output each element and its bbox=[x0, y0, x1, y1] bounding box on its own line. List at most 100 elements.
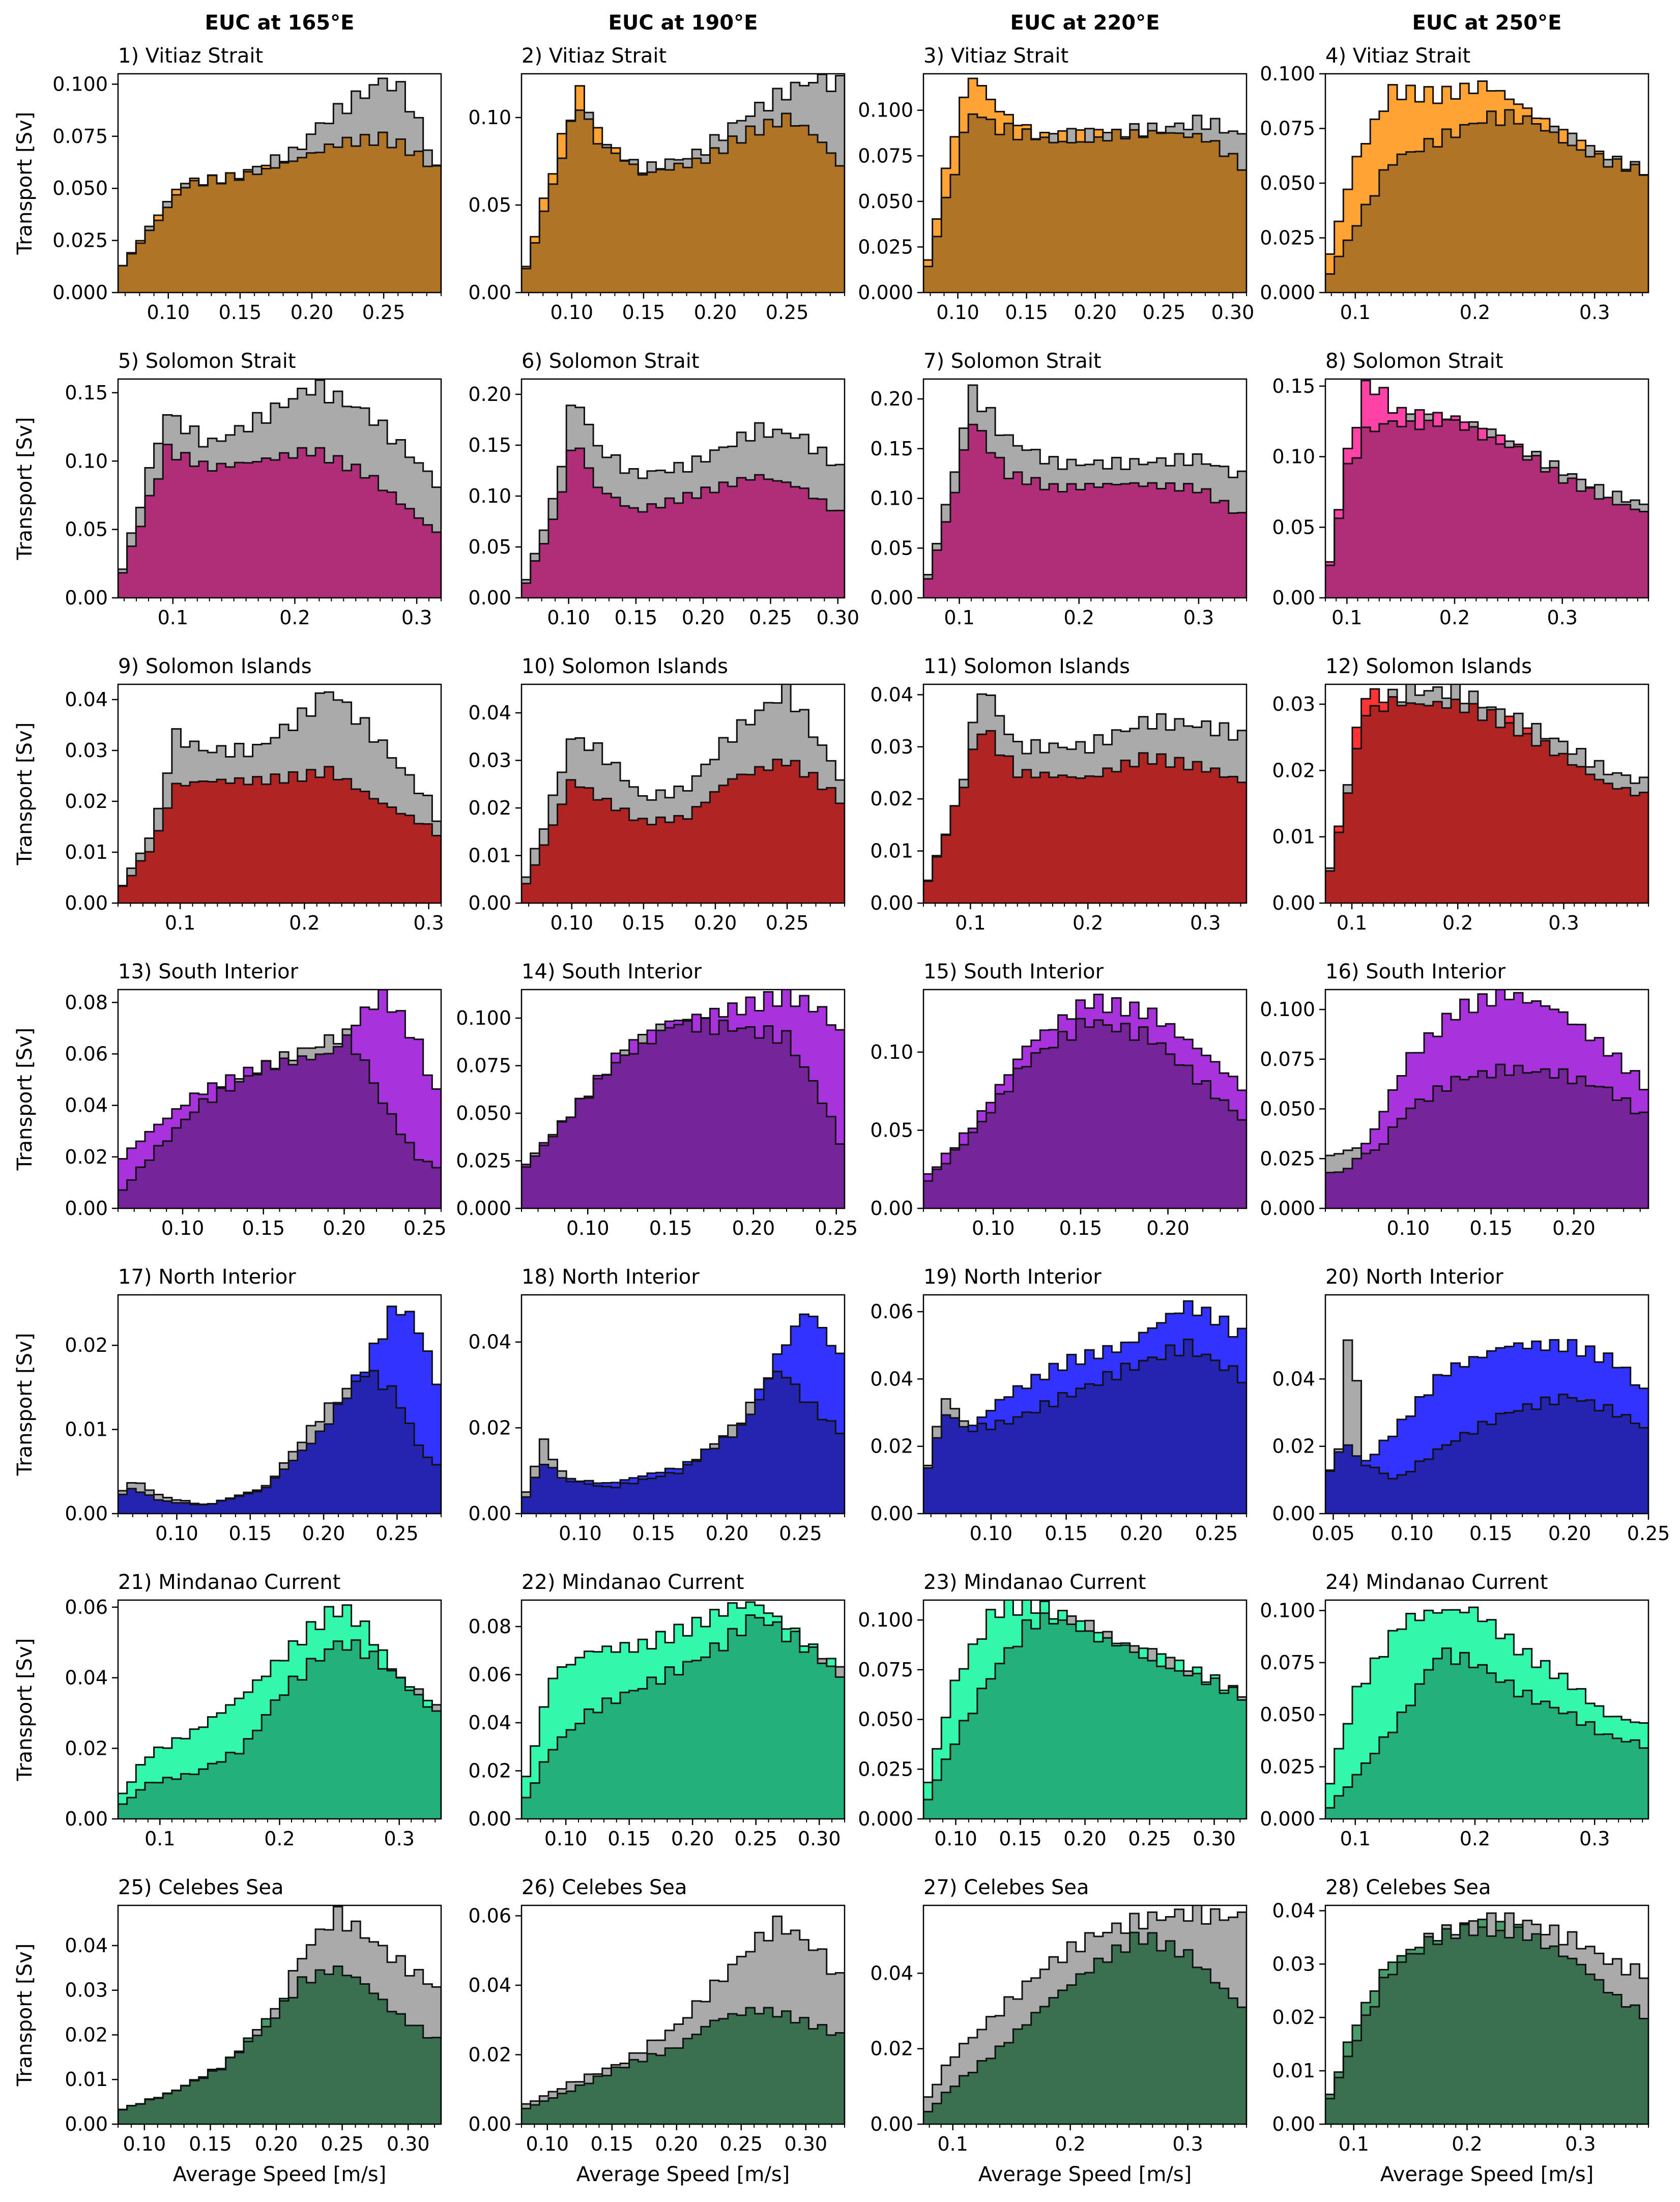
grey-bar bbox=[941, 504, 951, 522]
grey-bar bbox=[584, 424, 594, 468]
overlap-bar bbox=[799, 1067, 809, 1208]
overlap-bar bbox=[198, 781, 208, 903]
overlap-bar bbox=[217, 1088, 226, 1208]
grey-bar bbox=[593, 743, 603, 800]
grey-bar bbox=[1343, 785, 1353, 793]
overlap-bar bbox=[719, 1020, 729, 1208]
overlap-bar bbox=[118, 1804, 128, 1819]
grey-bar bbox=[396, 768, 406, 814]
overlap-bar bbox=[1406, 1953, 1415, 2124]
overlap-bar bbox=[208, 1503, 217, 1514]
overlap-bar bbox=[1112, 129, 1121, 293]
overlap-bar bbox=[1379, 424, 1389, 598]
y-tick-label: 0.02 bbox=[65, 1334, 108, 1356]
region-bar bbox=[1129, 1002, 1139, 1040]
region-bar bbox=[1433, 1940, 1442, 1945]
grey-bar bbox=[1549, 461, 1559, 468]
region-bar bbox=[656, 1472, 665, 1476]
overlap-bar bbox=[1630, 2005, 1640, 2124]
y-tick-label: 0.00 bbox=[65, 587, 108, 609]
region-bar bbox=[932, 219, 942, 237]
region-bar bbox=[710, 1609, 719, 1643]
grey-bar bbox=[728, 742, 737, 779]
overlap-bar bbox=[1343, 1445, 1353, 1514]
overlap-bar bbox=[923, 881, 933, 903]
region-bar bbox=[1147, 1328, 1157, 1357]
overlap-bar bbox=[986, 1429, 996, 1514]
overlap-bar bbox=[1487, 1936, 1496, 2124]
y-axis-label: Transport [Sv] bbox=[13, 417, 37, 561]
overlap-bar bbox=[1067, 484, 1077, 598]
overlap-bar bbox=[826, 1421, 836, 1514]
overlap-bar bbox=[1576, 1401, 1586, 1514]
grey-bar bbox=[369, 742, 379, 799]
grey-series-outline bbox=[923, 1018, 1247, 1208]
overlap-bar bbox=[593, 1079, 603, 1208]
grey-bar bbox=[1549, 126, 1559, 132]
overlap-bar bbox=[1220, 1988, 1229, 2124]
overlap-bar bbox=[378, 803, 388, 903]
overlap-bar bbox=[1523, 1073, 1532, 1208]
grey-bar bbox=[1220, 466, 1229, 501]
grey-bar bbox=[620, 2063, 630, 2068]
overlap-bar bbox=[136, 860, 146, 903]
overlap-bar bbox=[557, 1122, 567, 1208]
overlap-bar bbox=[1325, 274, 1335, 293]
y-tick-label: 0.05 bbox=[468, 194, 511, 216]
overlap-bar bbox=[1504, 1937, 1515, 2124]
overlap-bar bbox=[1541, 1701, 1550, 1819]
overlap-bar bbox=[959, 1427, 969, 1514]
y-tick-label: 0.02 bbox=[870, 2038, 913, 2060]
region-bar bbox=[1424, 1033, 1434, 1102]
overlap-bar bbox=[1451, 137, 1461, 293]
overlap-bar bbox=[522, 268, 531, 293]
overlap-bar bbox=[1201, 1354, 1211, 1514]
overlap-bar bbox=[1514, 1927, 1523, 2124]
region-bar bbox=[171, 1738, 182, 1779]
x-tick-label: 0.3 bbox=[1183, 606, 1214, 629]
overlap-bar bbox=[710, 1643, 719, 1819]
x-tick-label: 0.2 bbox=[264, 1828, 295, 1850]
y-tick-label: 0.04 bbox=[870, 1368, 913, 1390]
grey-bar bbox=[826, 465, 836, 511]
region-bar bbox=[1379, 1440, 1389, 1473]
region-bar bbox=[995, 111, 1005, 135]
grey-bar bbox=[995, 435, 1005, 458]
overlap-bar bbox=[1415, 151, 1425, 293]
overlap-bar bbox=[1156, 1359, 1166, 1514]
overlap-bar bbox=[602, 2075, 612, 2124]
overlap-bar bbox=[1013, 472, 1023, 598]
overlap-bar bbox=[530, 243, 540, 293]
overlap-bar bbox=[1523, 1690, 1532, 1819]
grey-bar bbox=[288, 1452, 298, 1461]
overlap-bar bbox=[279, 783, 289, 903]
grey-bar bbox=[1576, 479, 1586, 491]
y-tick-label: 0.00 bbox=[468, 1502, 511, 1525]
overlap-bar bbox=[1379, 1144, 1389, 1208]
y-tick-label: 0.01 bbox=[870, 840, 913, 862]
overlap-bar bbox=[737, 774, 746, 903]
overlap-bar bbox=[584, 2083, 594, 2124]
region-bar bbox=[1031, 1374, 1040, 1413]
overlap-bar bbox=[1325, 1172, 1335, 1208]
overlap-bar bbox=[791, 2022, 800, 2124]
overlap-bar bbox=[1049, 777, 1059, 903]
overlap-bar bbox=[1129, 1652, 1139, 1819]
grey-bar bbox=[575, 407, 585, 449]
x-tick-label: 0.25 bbox=[779, 1522, 822, 1545]
y-tick-label: 0.02 bbox=[870, 788, 913, 810]
overlap-bar bbox=[1460, 712, 1469, 903]
x-tick-label: 0.1 bbox=[955, 912, 986, 934]
overlap-bar bbox=[1193, 1356, 1202, 1514]
region-bar bbox=[432, 1384, 441, 1465]
overlap-bar bbox=[1549, 467, 1559, 598]
region-bar bbox=[1174, 1313, 1184, 1356]
region-bar bbox=[208, 1083, 217, 1103]
region-series-outline bbox=[118, 1604, 441, 1819]
overlap-bar bbox=[584, 1709, 594, 1819]
overlap-bar bbox=[710, 492, 719, 598]
overlap-bar bbox=[1442, 129, 1452, 293]
grey-bar bbox=[710, 1444, 719, 1448]
